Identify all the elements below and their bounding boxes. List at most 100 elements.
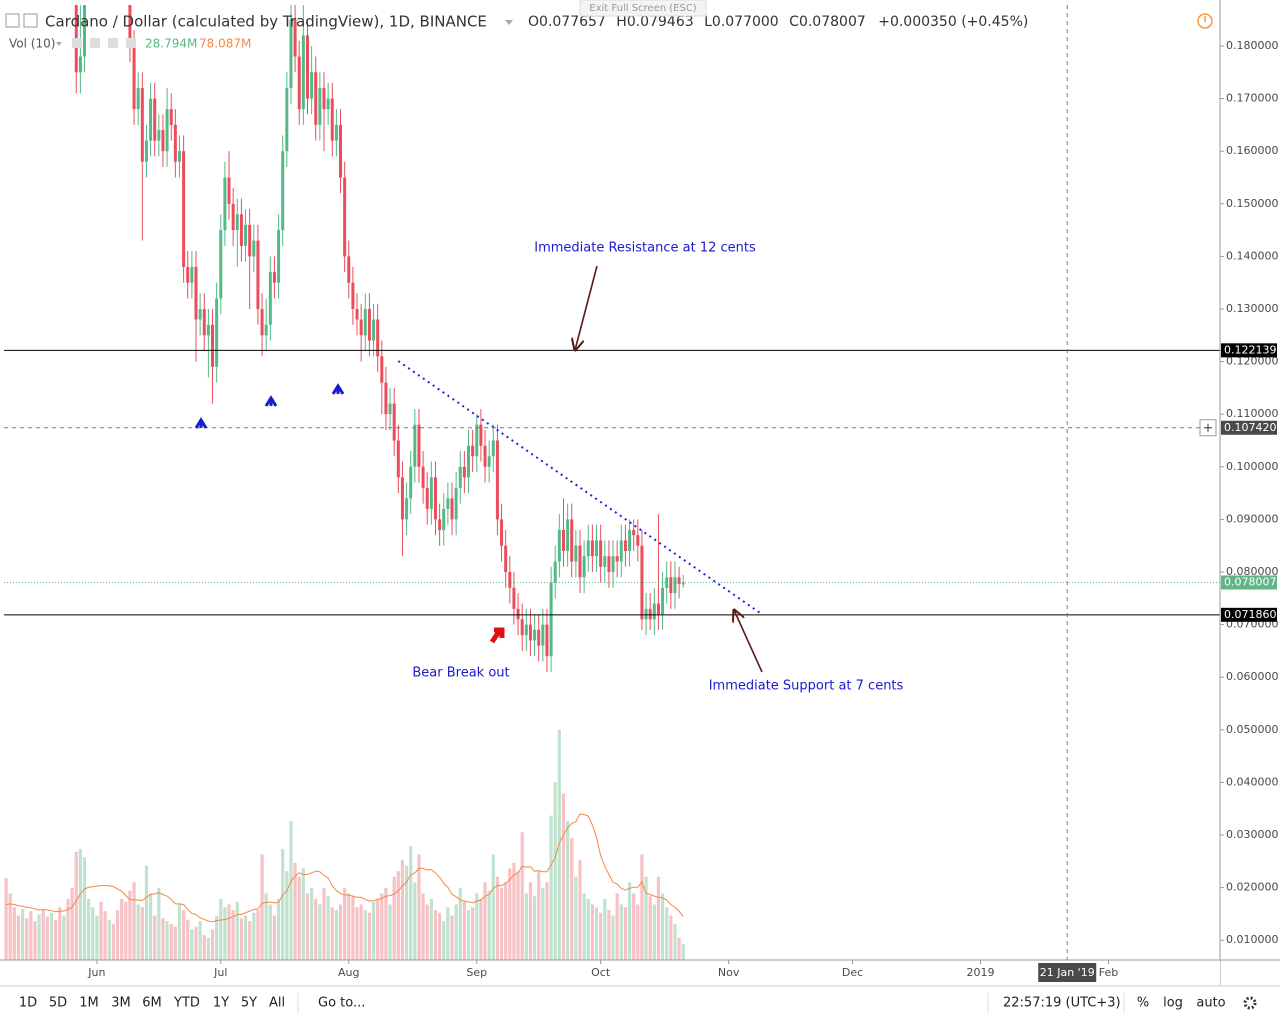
symbol-title[interactable]: Cardano / Dollar (calculated by TradingV… (45, 13, 487, 31)
candle-body (194, 266, 198, 320)
volume-bar (632, 893, 636, 960)
range-button[interactable]: 3M (111, 996, 131, 1011)
candle-body (681, 582, 685, 585)
alert-icon[interactable] (1197, 13, 1213, 29)
volume-bar (153, 915, 157, 960)
dropdown[interactable] (505, 20, 513, 25)
candle-body (140, 88, 144, 162)
volume-bar (223, 907, 227, 960)
volume-bar (590, 904, 594, 960)
settings-icon[interactable] (1243, 996, 1257, 1010)
exit-fullscreen[interactable] (579, 0, 707, 17)
y-tick-label: 0.140000 (1226, 249, 1279, 262)
volume-bar (545, 882, 549, 960)
candle-body (603, 556, 607, 567)
range-button[interactable]: 1Y (213, 996, 229, 1011)
volume-bar (438, 912, 442, 960)
x-tick-label: Jun (87, 966, 105, 979)
candle-body (211, 324, 215, 367)
volume-bar (466, 910, 471, 960)
range-button[interactable]: YTD (173, 996, 200, 1011)
y-tick-label: 0.100000 (1226, 460, 1279, 473)
candle-body (640, 545, 644, 620)
volume-bar (322, 887, 326, 960)
candle-body (561, 529, 565, 551)
candle-body (438, 519, 442, 530)
candle-body (595, 540, 599, 557)
icon[interactable] (90, 38, 100, 48)
ohlc-value: 0.078007 (799, 14, 866, 30)
candle-body (628, 529, 632, 551)
y-tick-label: 0.050000 (1226, 723, 1279, 736)
volume-bar (528, 882, 533, 960)
level-label: 0.078007 (1224, 575, 1277, 588)
volume-bar (78, 848, 82, 960)
volume-bar (450, 915, 454, 960)
volume-bar (248, 921, 252, 960)
volume-bar (677, 937, 681, 960)
icon[interactable] (126, 38, 136, 48)
volume-bar (566, 821, 570, 960)
volume-bar (343, 887, 347, 960)
crosshair-plus (1204, 423, 1212, 432)
marker-arrow (489, 627, 505, 644)
range-button[interactable]: All (269, 996, 285, 1011)
candle-body (305, 35, 309, 99)
range-button[interactable]: 6M (142, 996, 162, 1011)
volume-bar (276, 898, 281, 960)
volume-bar (148, 893, 153, 960)
volume-bar (429, 898, 433, 960)
candle-body (285, 88, 289, 152)
option[interactable]: % (1137, 996, 1149, 1011)
y-tick-label: 0.030000 (1226, 828, 1279, 841)
volume-bar (433, 910, 438, 960)
volume-bar (549, 815, 553, 960)
ohlc-label: L (704, 14, 712, 30)
option[interactable]: log (1163, 996, 1183, 1011)
volume-bar (219, 898, 223, 960)
volume-bar (202, 935, 206, 960)
candle-body (615, 556, 619, 562)
option[interactable]: auto (1196, 996, 1225, 1011)
exit-fullscreen-label[interactable]: Exit Full Screen (ESC) (589, 3, 697, 14)
range-button[interactable]: 1M (79, 996, 99, 1011)
candle-body (590, 540, 594, 557)
candle-body (425, 487, 429, 509)
volume-ma-line (5, 813, 684, 923)
icon[interactable] (72, 38, 82, 48)
volume-bar (165, 921, 169, 960)
candle-body (388, 403, 392, 415)
candle-body (202, 308, 206, 336)
candle-body (157, 130, 161, 141)
goto[interactable]: Go to... (318, 996, 365, 1011)
annotation-arrow (575, 265, 598, 350)
range-button[interactable]: 5D (49, 996, 67, 1011)
x-tick-label: Aug (338, 966, 359, 979)
y-tick-label: 0.130000 (1226, 302, 1279, 315)
volume-bar (652, 904, 656, 960)
candle-body (475, 424, 479, 457)
candle-body (252, 240, 256, 257)
dropdown[interactable] (56, 42, 62, 46)
icon (5, 13, 20, 28)
candle-body (149, 98, 153, 141)
crosshair-y-label: 0.107420 (1224, 421, 1277, 434)
candle-body (310, 72, 314, 99)
candle-body (574, 545, 578, 562)
volume-bar (41, 910, 45, 960)
volume-bar (285, 871, 289, 960)
range-button[interactable]: 5Y (241, 996, 257, 1011)
y-tick-label: 0.060000 (1226, 670, 1279, 683)
volume-indicator[interactable]: Vol (10) (9, 37, 55, 51)
volume-bar (483, 882, 487, 960)
volume-bar (508, 868, 512, 960)
icon[interactable] (108, 38, 118, 48)
candle-body (495, 440, 499, 520)
volume-bar (37, 914, 41, 960)
candle-body (392, 403, 396, 441)
range-button[interactable]: 1D (19, 996, 37, 1011)
volume-bar (281, 848, 285, 960)
candle-body (293, 19, 297, 57)
volume-bar (574, 876, 578, 960)
volume-bar (458, 887, 462, 960)
